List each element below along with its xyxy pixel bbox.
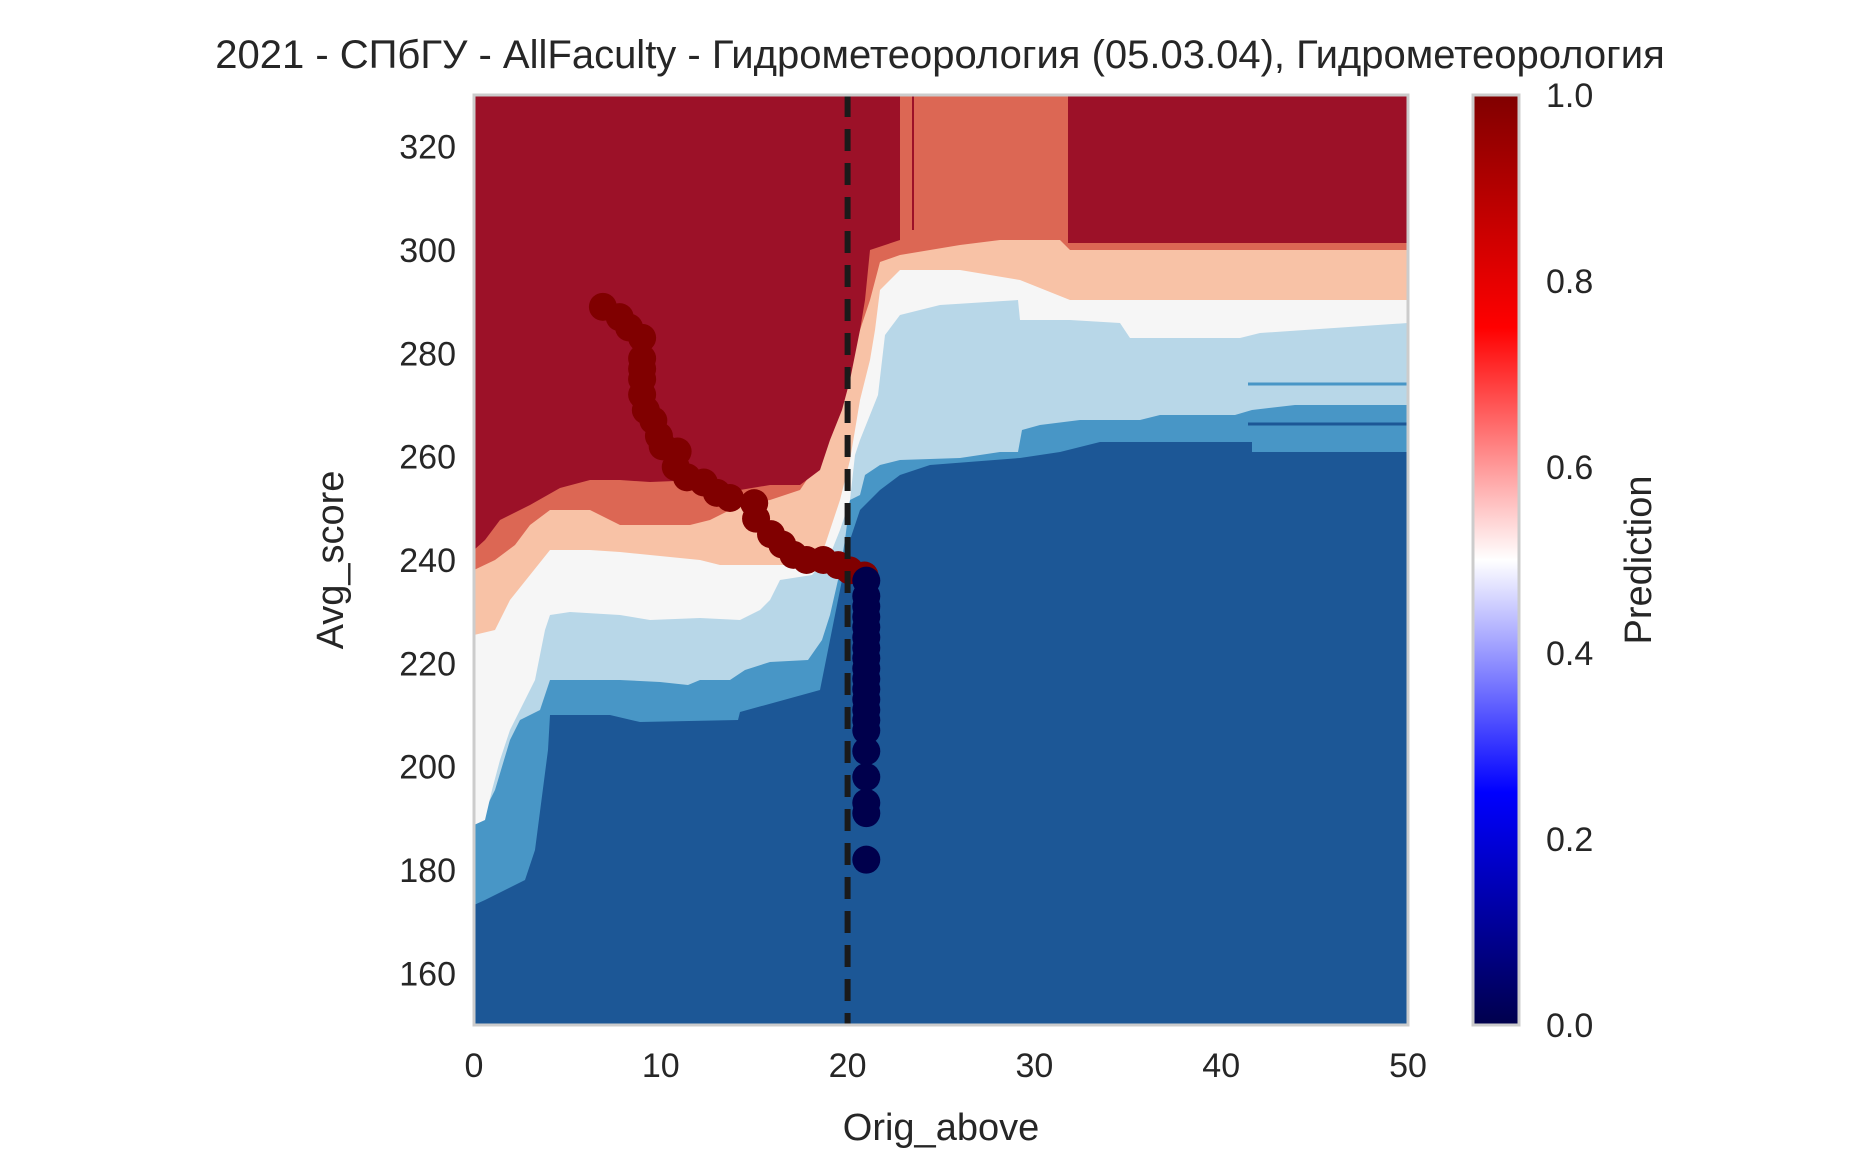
x-tick-label: 40 [1202, 1047, 1240, 1085]
colorbar-gradient [1471, 93, 1521, 1027]
scatter-point [852, 737, 881, 766]
x-tick-label: 10 [642, 1047, 680, 1085]
contour-band-0.9-left [474, 95, 900, 550]
scatter-point [628, 323, 657, 352]
x-axis-ticks: 0 10 20 30 40 50 [465, 1047, 1427, 1085]
scatter-point [852, 845, 881, 874]
y-tick-label: 320 [399, 129, 456, 167]
colorbar-tick-label: 0.6 [1546, 449, 1593, 487]
y-tick-label: 180 [399, 852, 456, 890]
x-tick-label: 20 [829, 1047, 867, 1085]
colorbar: 0.0 0.2 0.4 0.6 0.8 1.0 Prediction [1471, 77, 1660, 1045]
y-axis-ticks: 160 180 200 220 240 260 280 300 320 [399, 129, 456, 994]
y-tick-label: 280 [399, 335, 456, 373]
y-axis-label: Avg_score [310, 471, 352, 650]
x-tick-label: 30 [1015, 1047, 1053, 1085]
plot-area [474, 95, 1408, 1025]
x-tick-label: 0 [465, 1047, 484, 1085]
scatter-point [715, 484, 744, 512]
x-axis-label: Orig_above [843, 1107, 1039, 1149]
y-tick-label: 260 [399, 439, 456, 477]
series-layer [588, 292, 881, 874]
scatter-point [852, 763, 881, 791]
plot-frame [472, 93, 1410, 1027]
contour-band-0.9-gap [912, 95, 914, 230]
colorbar-tick-label: 0.0 [1546, 1007, 1593, 1045]
colorbar-tick-label: 1.0 [1546, 77, 1593, 115]
colorbar-tick-label: 0.8 [1546, 263, 1593, 301]
colorbar-ticks: 0.0 0.2 0.4 0.6 0.8 1.0 [1546, 77, 1593, 1045]
colorbar-label: Prediction [1618, 476, 1660, 645]
y-tick-label: 220 [399, 645, 456, 683]
colorbar-tick-label: 0.2 [1546, 821, 1593, 859]
chart-title: 2021 - СПбГУ - AllFaculty - Гидрометеоро… [215, 33, 1665, 77]
x-tick-label: 50 [1389, 1047, 1427, 1085]
colorbar-tick-label: 0.4 [1546, 635, 1593, 673]
y-tick-label: 300 [399, 232, 456, 270]
y-tick-label: 200 [399, 749, 456, 787]
contour-band-0.9-right [1068, 95, 1408, 243]
y-tick-label: 240 [399, 542, 456, 580]
y-tick-label: 160 [399, 955, 456, 993]
scatter-point [852, 799, 881, 828]
scatter-point [852, 716, 881, 745]
